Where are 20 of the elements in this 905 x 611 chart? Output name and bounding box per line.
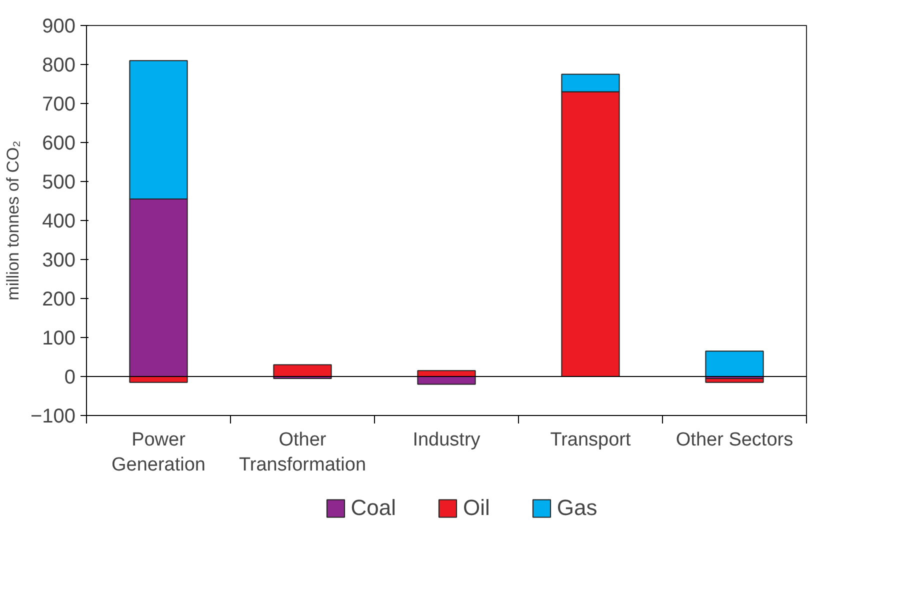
x-tick-label: Other Sectors [676, 430, 794, 450]
y-tick-label: 200 [42, 288, 76, 310]
y-tick-label: 700 [42, 94, 76, 116]
legend-label: Coal [350, 495, 396, 521]
x-tick-label: Power Generation [111, 430, 206, 476]
legend-label: Gas [556, 495, 598, 521]
x-tick-label: Other Transformation [238, 430, 366, 476]
y-tick-label: 600 [42, 132, 76, 154]
y-tick-label: 800 [42, 54, 76, 76]
y-tick-label: 300 [42, 250, 76, 272]
y-tick-label: −100 [30, 406, 76, 428]
y-tick-label: 400 [42, 210, 76, 232]
y-tick-label: 100 [42, 328, 76, 350]
y-tick-label: 500 [42, 172, 76, 194]
y-axis-title: million tonnes of CO₂ [3, 140, 22, 300]
x-tick-label: Transport [550, 430, 632, 450]
x-tick-label: Industry [412, 430, 481, 450]
legend-label: Oil [463, 495, 490, 521]
y-tick-label: 900 [42, 16, 76, 38]
y-tick-label: 0 [64, 366, 76, 388]
